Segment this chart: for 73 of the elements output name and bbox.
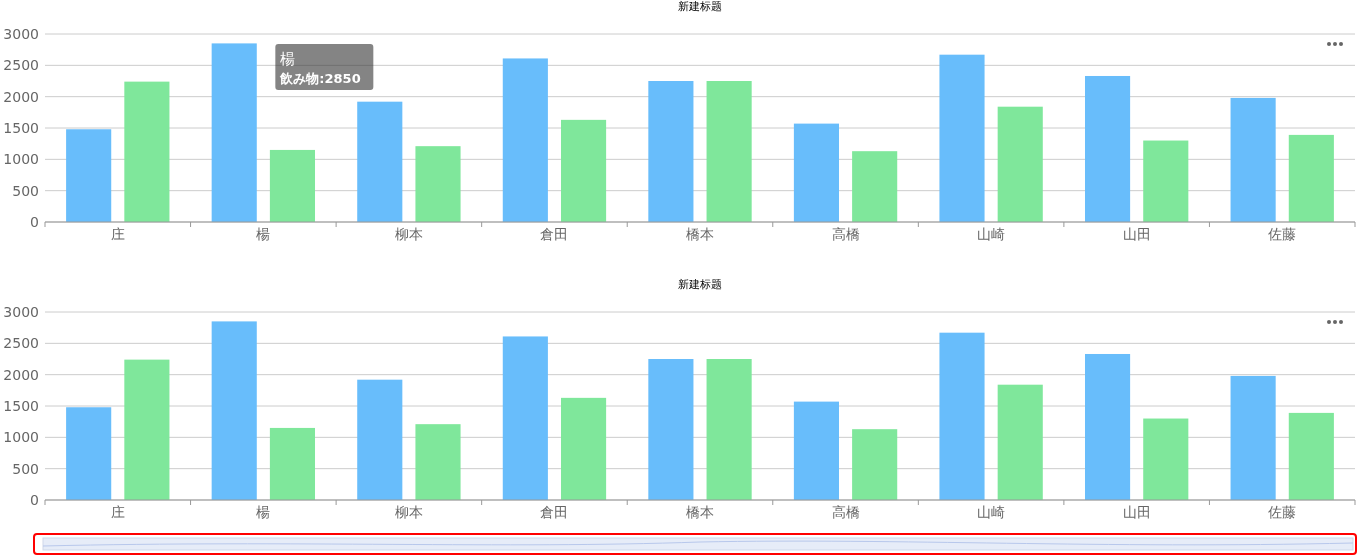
bar [1288, 412, 1334, 500]
x-tick-label: 山田 [1122, 504, 1151, 520]
x-tick-label: 楊 [256, 504, 271, 520]
y-tick-label: 3000 [3, 26, 39, 42]
bar [211, 43, 257, 222]
x-tick-label: 山崎 [977, 226, 1006, 242]
bar [1230, 97, 1276, 222]
bar [793, 401, 840, 500]
y-tick-label: 0 [30, 214, 39, 230]
x-tick-label: 柳本 [394, 226, 423, 242]
bar [124, 81, 170, 222]
x-tick-label: 山崎 [977, 504, 1006, 520]
y-tick-label: 1500 [3, 398, 39, 414]
y-tick-label: 2500 [3, 335, 39, 352]
bar [706, 81, 752, 222]
x-tick-label: 倉田 [540, 504, 569, 520]
bar [1230, 375, 1276, 500]
y-tick-label: 2500 [3, 57, 39, 74]
x-tick-label: 橋本 [686, 504, 714, 520]
bar [793, 123, 840, 222]
x-tick-label: 高橋 [831, 226, 860, 242]
x-tick-label: 佐藤 [1268, 226, 1297, 242]
bar [357, 379, 403, 500]
x-tick-label: 佐藤 [1268, 504, 1297, 520]
y-tick-label: 1000 [3, 151, 39, 168]
bar [269, 149, 316, 222]
bar [415, 146, 461, 222]
bar [1143, 140, 1189, 222]
bar [66, 129, 112, 222]
x-tick-label: 高橋 [831, 504, 860, 520]
bar [502, 58, 548, 222]
bar [939, 332, 985, 500]
x-tick-label: 山田 [1122, 226, 1151, 242]
x-tick-label: 楊 [256, 226, 271, 242]
x-tick-label: 庄 [110, 226, 125, 242]
y-tick-label: 1000 [3, 429, 39, 446]
bar [124, 359, 170, 500]
y-tick-label: 3000 [3, 304, 39, 320]
x-tick-label: 橋本 [686, 226, 714, 242]
bar [211, 321, 257, 500]
bar [997, 106, 1043, 222]
bar [415, 424, 461, 500]
bar [1084, 353, 1131, 500]
bar [852, 429, 898, 500]
bar [706, 359, 752, 500]
bar [502, 336, 548, 500]
bar [1143, 418, 1189, 500]
bar [648, 359, 694, 500]
chart-title: 新建标题 [678, 0, 722, 13]
bar [1084, 75, 1131, 222]
y-tick-label: 0 [30, 492, 39, 508]
x-tick-label: 倉田 [540, 226, 569, 242]
bar [852, 151, 898, 222]
annotation: 楊 [280, 50, 296, 68]
y-tick-label: 2000 [3, 366, 39, 383]
bar [269, 427, 316, 500]
x-tick-label: 柳本 [394, 504, 423, 520]
bar [560, 119, 607, 222]
chart-title: 新建标题 [678, 278, 722, 291]
bar [648, 81, 694, 222]
bar [1288, 134, 1334, 222]
bar [997, 384, 1043, 500]
x-tick-label: 庄 [110, 504, 125, 520]
bar [357, 101, 403, 222]
annotation: 飲み物:2850 [279, 71, 361, 86]
bar [560, 397, 607, 500]
y-tick-label: 1500 [3, 120, 39, 136]
y-tick-label: 500 [12, 460, 39, 477]
y-tick-label: 2000 [3, 88, 39, 105]
bar [939, 54, 985, 222]
bar [66, 407, 112, 500]
tooltip: 楊 飲み物:2850 [275, 44, 374, 90]
y-tick-label: 500 [12, 182, 39, 199]
